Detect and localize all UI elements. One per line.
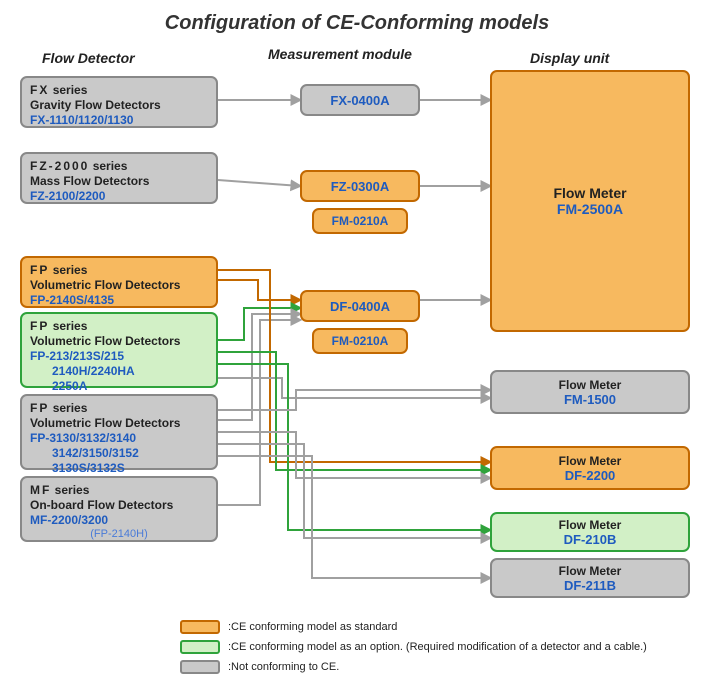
display-fm2500a-label: Flow Meter	[553, 185, 626, 201]
module-fz0300a: FZ-0300A	[300, 170, 420, 202]
fz-series-prefix: FZ-2000	[30, 159, 89, 173]
display-df2200-model: DF-2200	[565, 468, 616, 483]
legend-std: :CE conforming model as standard	[180, 620, 397, 634]
fp1-series-prefix: FP	[30, 263, 49, 277]
display-fm1500-model: FM-1500	[564, 392, 616, 407]
connector-fz-fz0300a	[218, 180, 300, 186]
module-fx0400a: FX-0400A	[300, 84, 420, 116]
module-fm0210a-b: FM-0210A	[312, 328, 408, 354]
legend-none-swatch	[180, 660, 220, 674]
display-df210b-label: Flow Meter	[559, 518, 622, 532]
detector-fz: FZ-2000 series Mass Flow Detectors FZ-21…	[20, 152, 218, 204]
display-df210b-model: DF-210B	[564, 532, 617, 547]
connector-fp2-fm1500	[218, 378, 490, 398]
fx-series-prefix: FX	[30, 83, 49, 97]
fp3-models-l3: 3130S/3132S	[30, 461, 208, 476]
display-df2200-label: Flow Meter	[559, 454, 622, 468]
module-fm0210a-a: FM-0210A	[312, 208, 408, 234]
fp1-desc: Volumetric Flow Detectors	[30, 278, 208, 293]
fp3-desc: Volumetric Flow Detectors	[30, 416, 208, 431]
display-df211b-label: Flow Meter	[559, 564, 622, 578]
mf-series-label: series	[55, 483, 90, 497]
fp2-series-prefix: FP	[30, 319, 49, 333]
fp1-series-label: series	[53, 263, 88, 277]
mf-sub: (FP-2140H)	[30, 528, 208, 540]
legend-std-text: :CE conforming model as standard	[228, 621, 397, 633]
display-df2200: Flow Meter DF-2200	[490, 446, 690, 490]
fp2-models-l3: 2250A	[30, 379, 208, 394]
fp3-models-l2: 3142/3150/3152	[30, 446, 208, 461]
legend-none: :Not conforming to CE.	[180, 660, 339, 674]
connector-fp3-df211b	[218, 456, 490, 578]
display-fm2500a: Flow Meter FM-2500A	[490, 70, 690, 332]
fz-models: FZ-2100/2200	[30, 189, 208, 204]
legend-std-swatch	[180, 620, 220, 634]
fx-desc: Gravity Flow Detectors	[30, 98, 208, 113]
fp3-models-l1: FP-3130/3132/3140	[30, 431, 208, 446]
fp2-models-l1: FP-213/213S/215	[30, 349, 208, 364]
detector-fp2: FP series Volumetric Flow Detectors FP-2…	[20, 312, 218, 388]
mf-models: MF-2200/3200	[30, 513, 208, 528]
display-df211b: Flow Meter DF-211B	[490, 558, 690, 598]
fx-models: FX-1110/1120/1130	[30, 113, 208, 128]
fp2-models-l2: 2140H/2240HA	[30, 364, 208, 379]
fp2-series-label: series	[53, 319, 88, 333]
connector-fp3-fm1500	[218, 390, 490, 410]
display-df211b-model: DF-211B	[564, 578, 616, 593]
fz-series-label: series	[93, 159, 128, 173]
fp3-series-prefix: FP	[30, 401, 49, 415]
display-df210b: Flow Meter DF-210B	[490, 512, 690, 552]
detector-fp1: FP series Volumetric Flow Detectors FP-2…	[20, 256, 218, 308]
display-fm2500a-model: FM-2500A	[557, 201, 623, 217]
fp2-desc: Volumetric Flow Detectors	[30, 334, 208, 349]
mf-desc: On-board Flow Detectors	[30, 498, 208, 513]
fx-series-label: series	[53, 83, 88, 97]
fz-desc: Mass Flow Detectors	[30, 174, 208, 189]
connector-fp1-df0400a	[218, 280, 300, 300]
mf-series-prefix: MF	[30, 483, 51, 497]
legend-opt: :CE conforming model as an option. (Requ…	[180, 640, 647, 654]
detector-mf: MF series On-board Flow Detectors MF-220…	[20, 476, 218, 542]
module-df0400a: DF-0400A	[300, 290, 420, 322]
connector-fp3-df210b	[218, 444, 490, 538]
display-fm1500-label: Flow Meter	[559, 378, 622, 392]
legend-opt-text: :CE conforming model as an option. (Requ…	[228, 641, 647, 653]
display-fm1500: Flow Meter FM-1500	[490, 370, 690, 414]
detector-fx: FX series Gravity Flow Detectors FX-1110…	[20, 76, 218, 128]
fp3-series-label: series	[53, 401, 88, 415]
fp1-models: FP-2140S/4135	[30, 293, 208, 308]
legend-opt-swatch	[180, 640, 220, 654]
legend-none-text: :Not conforming to CE.	[228, 661, 339, 673]
detector-fp3: FP series Volumetric Flow Detectors FP-3…	[20, 394, 218, 470]
